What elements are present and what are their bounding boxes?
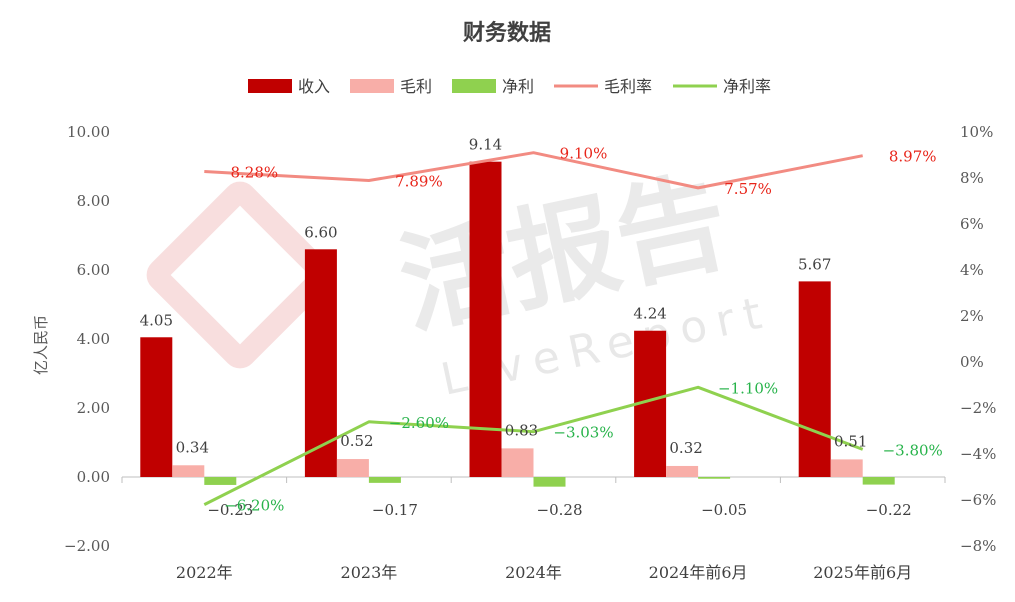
y-tick-label: 10.00 <box>67 123 110 141</box>
bar-series-1 <box>172 465 205 477</box>
data-label-series-1: 0.83 <box>505 421 538 439</box>
data-label-series-3: 8.97% <box>889 148 937 166</box>
bar-series-2 <box>698 477 731 479</box>
data-label-series-3: 7.89% <box>395 173 443 191</box>
bar-series-2 <box>368 477 401 483</box>
bar-series-0 <box>798 281 831 477</box>
line-series-3 <box>204 151 863 190</box>
y2-tick-label: 2% <box>960 307 984 325</box>
legend-item-series-1: 毛利 <box>350 77 432 96</box>
legend-swatch <box>248 79 292 93</box>
y2-tick-label: −6% <box>960 491 996 509</box>
bar-series-0 <box>304 249 337 477</box>
y2-tick-label: −2% <box>960 399 996 417</box>
bar-series-0 <box>469 161 502 478</box>
data-label-series-4: −1.10% <box>718 379 778 397</box>
data-label-series-4: −3.80% <box>883 441 943 459</box>
y2-tick-label: 4% <box>960 261 984 279</box>
data-label-series-0: 9.14 <box>469 136 502 154</box>
data-labels: 4.05 6.60 9.14 4.24 5.67 0.34 0.52 0.83 0.32 0.51… <box>140 136 943 519</box>
legend-label: 净利率 <box>723 77 771 96</box>
legend-swatch <box>452 79 496 93</box>
y2-tick-label: 10% <box>960 123 993 141</box>
y-axis: −2.00 0.00 2.00 4.00 6.00 8.00 10.00 <box>64 123 110 555</box>
data-label-series-1: 0.51 <box>834 432 867 450</box>
x-tick-label: 2024年 <box>505 563 562 582</box>
y2-tick-label: 6% <box>960 215 984 233</box>
legend-item-series-3: 毛利率 <box>554 77 652 96</box>
data-label-series-4: −3.03% <box>553 424 613 442</box>
legend-label: 净利 <box>502 77 534 96</box>
y-tick-label: 0.00 <box>77 468 110 486</box>
y-axis-title: 亿人民币 <box>32 315 50 375</box>
data-label-series-2: −0.22 <box>866 501 912 519</box>
data-label-series-2: −0.05 <box>701 501 747 519</box>
data-label-series-2: −0.28 <box>537 501 583 519</box>
line-series-4 <box>203 385 864 506</box>
bar-series-1 <box>501 448 534 477</box>
data-label-series-1: 0.52 <box>340 432 373 450</box>
data-label-series-4: −6.20% <box>224 497 284 515</box>
data-label-series-3: 7.57% <box>724 180 772 198</box>
data-label-series-0: 5.67 <box>798 255 831 273</box>
y-tick-label: 2.00 <box>77 399 110 417</box>
lines <box>203 151 864 506</box>
data-label-series-1: 0.32 <box>669 439 702 457</box>
data-label-series-0: 4.05 <box>140 311 173 329</box>
bar-series-1 <box>830 459 863 477</box>
data-label-series-3: 8.28% <box>230 164 278 182</box>
y-tick-label: −2.00 <box>64 537 110 555</box>
watermark: 活报告 LiveReport <box>146 157 776 406</box>
legend-item-series-0: 收入 <box>248 77 330 96</box>
y2-tick-label: −8% <box>960 537 996 555</box>
chart-title: 财务数据 <box>463 20 551 46</box>
y-tick-label: 8.00 <box>77 192 110 210</box>
x-tick-label: 2022年 <box>176 563 233 582</box>
legend-item-series-2: 净利 <box>452 77 534 96</box>
x-tick-label: 2024年前6月 <box>649 563 748 582</box>
data-label-series-4: −2.60% <box>389 414 449 432</box>
data-label-series-2: −0.17 <box>372 501 418 519</box>
data-label-series-0: 4.24 <box>633 305 666 323</box>
y-tick-label: 4.00 <box>77 330 110 348</box>
bar-series-0 <box>140 337 173 477</box>
legend-swatch <box>350 79 394 93</box>
data-label-series-0: 6.60 <box>304 223 337 241</box>
legend-label: 毛利率 <box>604 77 652 96</box>
x-tick-label: 2025年前6月 <box>813 563 912 582</box>
bar-series-1 <box>336 459 369 477</box>
y2-tick-label: 0% <box>960 353 984 371</box>
data-label-series-2: −0.23 <box>207 501 253 519</box>
y2-axis: −8% −6% −4% −2% 0% 2% 4% 6% 8% 10% <box>960 123 996 555</box>
y-tick-label: 6.00 <box>77 261 110 279</box>
y2-tick-label: −4% <box>960 445 996 463</box>
x-axis: 2022年 2023年 2024年 2024年前6月 2025年前6月 <box>121 476 946 582</box>
data-label-series-3: 9.10% <box>560 145 608 163</box>
bar-series-2 <box>204 477 237 485</box>
legend-label: 毛利 <box>400 77 432 96</box>
legend-item-series-4: 净利率 <box>673 77 771 96</box>
bar-series-1 <box>666 465 699 477</box>
y2-tick-label: 8% <box>960 169 984 187</box>
legend-label: 收入 <box>298 77 330 96</box>
x-tick-label: 2023年 <box>341 563 398 582</box>
data-label-series-1: 0.34 <box>176 438 209 456</box>
bar-series-2 <box>533 477 566 487</box>
bar-series-2 <box>862 477 895 485</box>
legend: 收入 毛利 净利 毛利率 净利率 <box>248 77 771 96</box>
